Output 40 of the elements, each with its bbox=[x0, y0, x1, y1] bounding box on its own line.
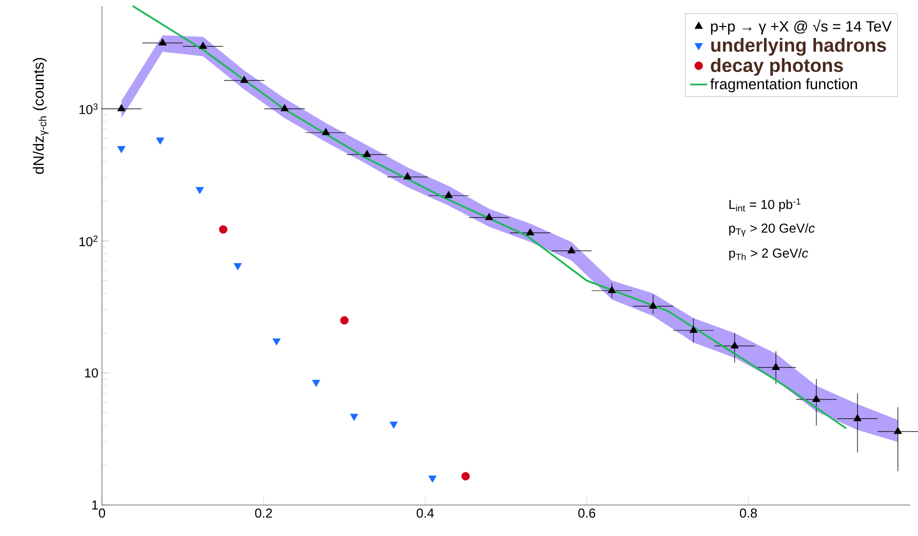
point bbox=[608, 286, 616, 294]
y-tick-label: 10$^{3}$ bbox=[80, 103, 98, 114]
point bbox=[689, 326, 698, 333]
legend-label: fragmentation function bbox=[710, 78, 857, 92]
point bbox=[219, 225, 228, 234]
annotation: p$_{Th}$ > 2 GeV/c bbox=[729, 248, 808, 260]
point bbox=[484, 212, 494, 220]
point bbox=[648, 302, 658, 309]
annotation: p$_{Tγ}$ > 20 GeV/c bbox=[729, 223, 815, 237]
point bbox=[461, 472, 470, 480]
annotation: L$_{int}$ = 10 pb$^{-1}$ bbox=[729, 198, 800, 212]
y-tick-label: 10$^{2}$ bbox=[80, 235, 98, 246]
point bbox=[894, 426, 902, 434]
x-tick-label: 0.4 bbox=[416, 508, 434, 518]
x-tick-label: 0.6 bbox=[578, 508, 596, 518]
point bbox=[853, 414, 862, 422]
point bbox=[567, 246, 576, 254]
legend-label: p+p → γ +X @ √s = 14 TeV bbox=[711, 20, 892, 35]
point bbox=[117, 104, 126, 112]
point bbox=[198, 42, 208, 49]
legend-label: decay photons bbox=[710, 58, 843, 76]
point bbox=[240, 76, 248, 83]
point bbox=[340, 316, 349, 325]
point bbox=[403, 172, 412, 180]
x-tick-label: 0.8 bbox=[740, 508, 757, 518]
point bbox=[730, 341, 739, 348]
point bbox=[812, 394, 820, 402]
x-tick-label: 0 bbox=[98, 508, 106, 518]
point bbox=[322, 128, 330, 136]
point bbox=[158, 38, 167, 46]
point bbox=[362, 150, 372, 158]
x-tick-label: 0.2 bbox=[255, 508, 272, 518]
point bbox=[526, 228, 534, 236]
point bbox=[772, 362, 780, 370]
legend-label: underlying hadrons bbox=[711, 38, 886, 56]
point bbox=[280, 104, 289, 112]
y-tick-label: 10 bbox=[85, 368, 98, 378]
y-tick-label: 1 bbox=[92, 500, 98, 510]
point bbox=[444, 190, 453, 198]
y-axis-title: dN/dz$_{γ-ch}$ (counts) bbox=[32, 58, 48, 174]
